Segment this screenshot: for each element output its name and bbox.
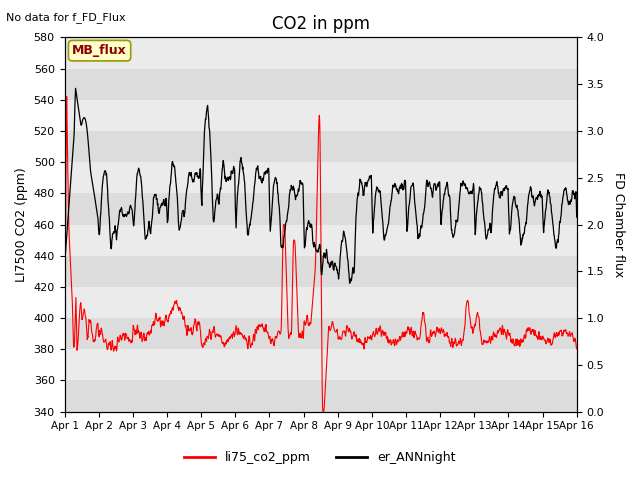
Y-axis label: LI7500 CO2 (ppm): LI7500 CO2 (ppm) (15, 167, 28, 282)
Title: CO2 in ppm: CO2 in ppm (271, 15, 370, 33)
Text: No data for f_FD_Flux: No data for f_FD_Flux (6, 12, 126, 23)
Bar (65, 100, 577, 131)
Text: MB_flux: MB_flux (72, 44, 127, 57)
Bar (65, 37, 577, 69)
Legend: li75_co2_ppm, er_ANNnight: li75_co2_ppm, er_ANNnight (179, 446, 461, 469)
Bar (65, 225, 577, 256)
Bar (65, 162, 577, 193)
Bar (65, 349, 577, 381)
Bar (65, 287, 577, 318)
Y-axis label: FD Chamber flux: FD Chamber flux (612, 172, 625, 277)
